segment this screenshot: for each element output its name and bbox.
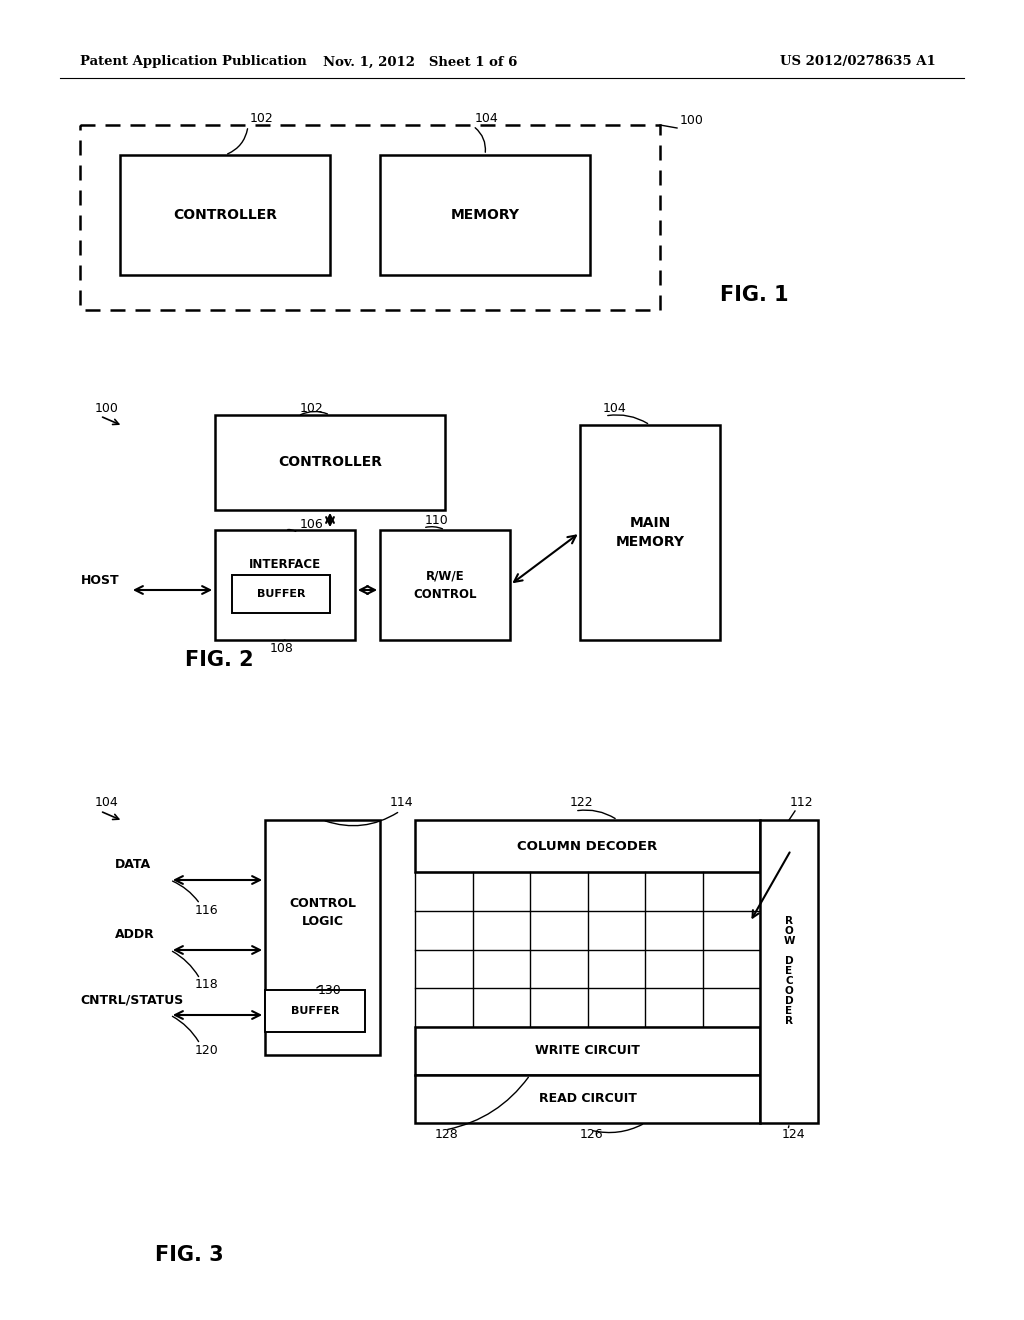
Text: CONTROLLER: CONTROLLER <box>278 455 382 470</box>
Text: BUFFER: BUFFER <box>291 1006 339 1016</box>
Bar <box>415 1027 760 1074</box>
Text: 104: 104 <box>95 796 119 809</box>
Bar <box>215 531 355 640</box>
Text: 126: 126 <box>580 1129 603 1142</box>
Text: INTERFACE: INTERFACE <box>249 558 322 572</box>
Text: 122: 122 <box>570 796 594 809</box>
Text: WRITE CIRCUIT: WRITE CIRCUIT <box>536 1044 640 1057</box>
Bar <box>265 990 365 1032</box>
Text: 114: 114 <box>390 796 414 809</box>
Text: HOST: HOST <box>81 573 120 586</box>
Bar <box>415 820 760 873</box>
Text: 110: 110 <box>425 513 449 527</box>
Bar <box>415 1074 760 1123</box>
Text: 106: 106 <box>300 519 324 532</box>
Bar <box>380 531 510 640</box>
Text: 120: 120 <box>195 1044 219 1056</box>
Text: 102: 102 <box>300 401 324 414</box>
Text: R/W/E
CONTROL: R/W/E CONTROL <box>414 569 477 601</box>
Text: READ CIRCUIT: READ CIRCUIT <box>539 1093 637 1106</box>
Text: FIG. 1: FIG. 1 <box>720 285 788 305</box>
Text: Patent Application Publication: Patent Application Publication <box>80 55 307 69</box>
Text: FIG. 2: FIG. 2 <box>185 649 254 671</box>
Text: CONTROL
LOGIC: CONTROL LOGIC <box>289 898 356 928</box>
Text: CNTRL/STATUS: CNTRL/STATUS <box>80 994 183 1006</box>
Bar <box>760 820 818 1123</box>
Text: ADDR: ADDR <box>115 928 155 941</box>
Bar <box>80 125 660 310</box>
Text: 100: 100 <box>680 114 703 127</box>
Text: BUFFER: BUFFER <box>257 589 305 599</box>
Text: FIG. 3: FIG. 3 <box>155 1245 223 1265</box>
Text: 124: 124 <box>782 1129 806 1142</box>
Text: MEMORY: MEMORY <box>451 209 519 222</box>
Text: 112: 112 <box>790 796 814 809</box>
Bar <box>580 425 720 640</box>
Bar <box>232 576 330 612</box>
Text: MAIN
MEMORY: MAIN MEMORY <box>615 516 684 549</box>
Text: 100: 100 <box>95 401 119 414</box>
Text: 104: 104 <box>475 111 499 124</box>
Text: 102: 102 <box>250 111 273 124</box>
Text: CONTROLLER: CONTROLLER <box>173 209 278 222</box>
Text: 130: 130 <box>318 983 342 997</box>
Text: 128: 128 <box>435 1129 459 1142</box>
Bar <box>215 414 445 510</box>
Text: 118: 118 <box>195 978 219 991</box>
Text: 104: 104 <box>603 401 627 414</box>
Bar <box>380 154 590 275</box>
Text: COLUMN DECODER: COLUMN DECODER <box>517 840 657 853</box>
Text: 108: 108 <box>270 642 294 655</box>
Bar <box>265 820 380 1055</box>
Text: R
O
W
 
D
E
C
O
D
E
R: R O W D E C O D E R <box>783 916 795 1027</box>
Text: Nov. 1, 2012   Sheet 1 of 6: Nov. 1, 2012 Sheet 1 of 6 <box>323 55 517 69</box>
Text: 116: 116 <box>195 903 219 916</box>
Text: DATA: DATA <box>115 858 152 871</box>
Bar <box>120 154 330 275</box>
Text: US 2012/0278635 A1: US 2012/0278635 A1 <box>780 55 936 69</box>
